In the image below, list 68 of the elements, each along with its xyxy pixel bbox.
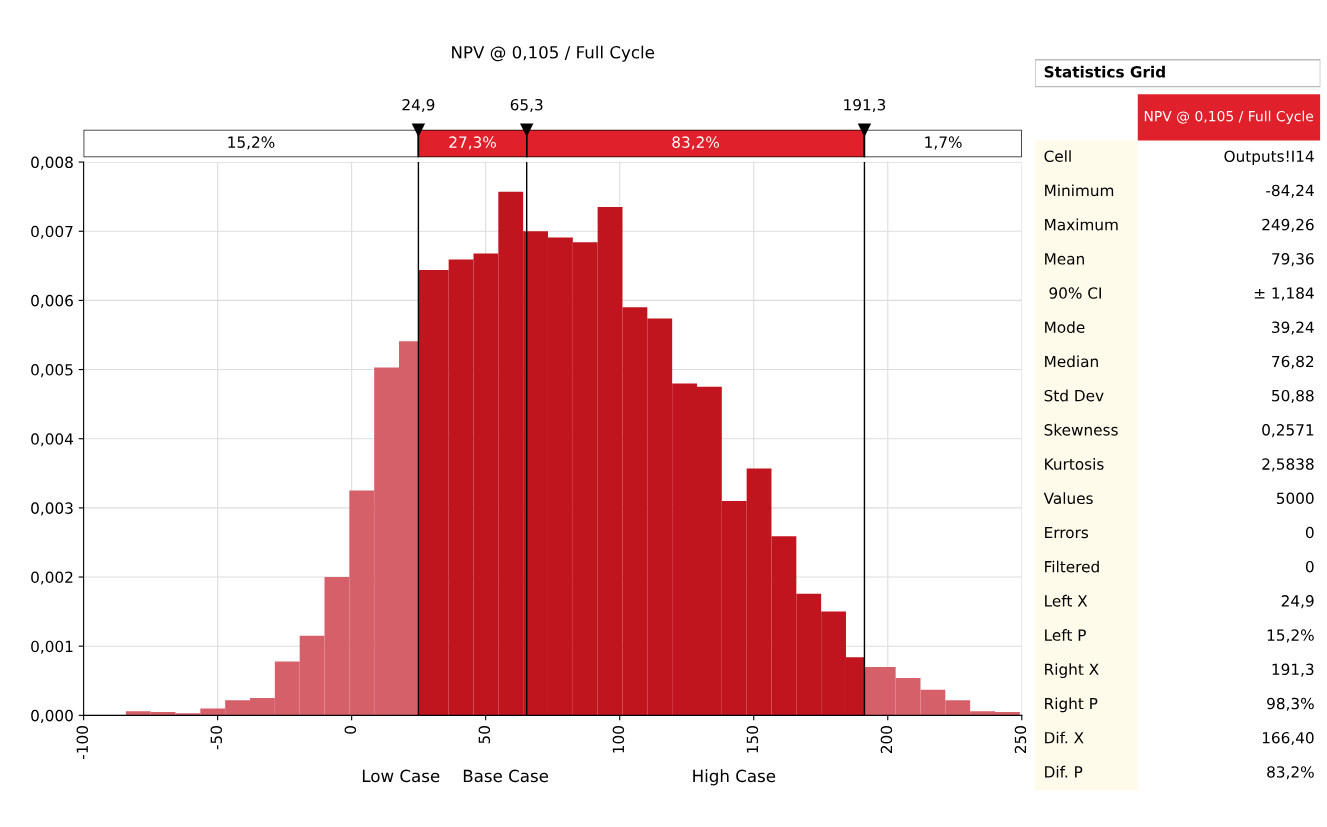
text: 79,36	[1272, 253, 1314, 267]
y-tick-label: 0,007	[31, 225, 73, 239]
text: 39,24	[1272, 321, 1314, 335]
category-label: Mean	[1045, 253, 1084, 265]
x-tick-label: 0	[344, 726, 357, 734]
y-tick-label: 0,002	[31, 571, 73, 585]
text: 1,7%	[925, 136, 962, 150]
text: 15,2%	[228, 136, 275, 150]
y-tick-label: 0,000	[31, 709, 73, 723]
category-label: Maximum	[1045, 218, 1118, 231]
category-label: Minimum	[1045, 184, 1114, 197]
y-tick-label: 0,003	[31, 502, 73, 516]
category-label: Left P	[1045, 629, 1086, 641]
text: 15,2%	[1267, 629, 1314, 643]
category-label: Errors	[1045, 526, 1089, 539]
text: 98,3%	[1267, 697, 1314, 711]
text: 83,2%	[672, 136, 719, 150]
text: 0,2571	[1262, 424, 1314, 438]
category-label: Values	[1043, 492, 1093, 505]
text: High Case	[693, 769, 776, 786]
text: 83,2%	[1267, 766, 1314, 780]
category-label: Left X	[1045, 594, 1088, 607]
category-label: Right X	[1045, 663, 1099, 679]
text: 5000	[1276, 492, 1314, 505]
text: 0	[1305, 560, 1314, 573]
x-tick-label: 50	[478, 726, 491, 744]
category-label: Right P	[1045, 697, 1098, 713]
x-tick-label: -50	[210, 726, 223, 750]
text: Outputs!I14	[1224, 150, 1314, 165]
category-label: Skewness	[1044, 423, 1118, 436]
category-label: Mode	[1045, 321, 1085, 334]
ref-line-label: 191,3	[844, 98, 886, 113]
category-label: Dif. X	[1045, 731, 1084, 744]
y-tick-label: 0,008	[31, 156, 73, 170]
category-label: Median	[1045, 355, 1098, 368]
text: 2,5838	[1262, 458, 1314, 472]
category-label: Kurtosis	[1045, 458, 1104, 470]
text: 76,82	[1272, 355, 1314, 369]
text: 27,3%	[449, 136, 496, 150]
text: Low Case	[362, 769, 440, 783]
ref-line-label: 65,3	[510, 98, 543, 113]
text: 249,26	[1262, 218, 1314, 232]
text: 191,3	[1272, 663, 1314, 677]
category-label: Std Dev	[1044, 389, 1104, 402]
category-label: 90% CI	[1049, 287, 1101, 299]
text: 50,88	[1272, 389, 1314, 403]
category-label: Cell	[1044, 150, 1071, 162]
chart-title: NPV @ 0,105 / Full Cycle	[452, 45, 655, 62]
ref-line-label: 24,9	[402, 98, 435, 113]
text: ± 1,184	[1254, 287, 1314, 301]
x-tick-label: -100	[76, 726, 89, 759]
x-tick-label: 100	[612, 726, 625, 753]
x-tick-label: 250	[1014, 726, 1027, 754]
y-tick-label: 0,001	[31, 640, 73, 654]
x-tick-label: 200	[880, 726, 893, 754]
y-tick-label: 0,005	[31, 364, 73, 378]
text: Base Case	[463, 769, 549, 783]
category-label: Dif. P	[1045, 765, 1083, 778]
text: Statistics Grid	[1044, 65, 1165, 78]
y-tick-label: 0,006	[31, 294, 73, 308]
text: 24,9	[1281, 595, 1314, 609]
category-label: Filtered	[1045, 560, 1099, 573]
text: -84,24	[1266, 184, 1314, 198]
text: 0	[1305, 526, 1314, 539]
text: NPV @ 0,105 / Full Cycle	[1144, 110, 1314, 125]
text: 166,40	[1262, 731, 1314, 746]
x-tick-label: 150	[746, 726, 759, 753]
y-tick-label: 0,004	[31, 433, 74, 447]
